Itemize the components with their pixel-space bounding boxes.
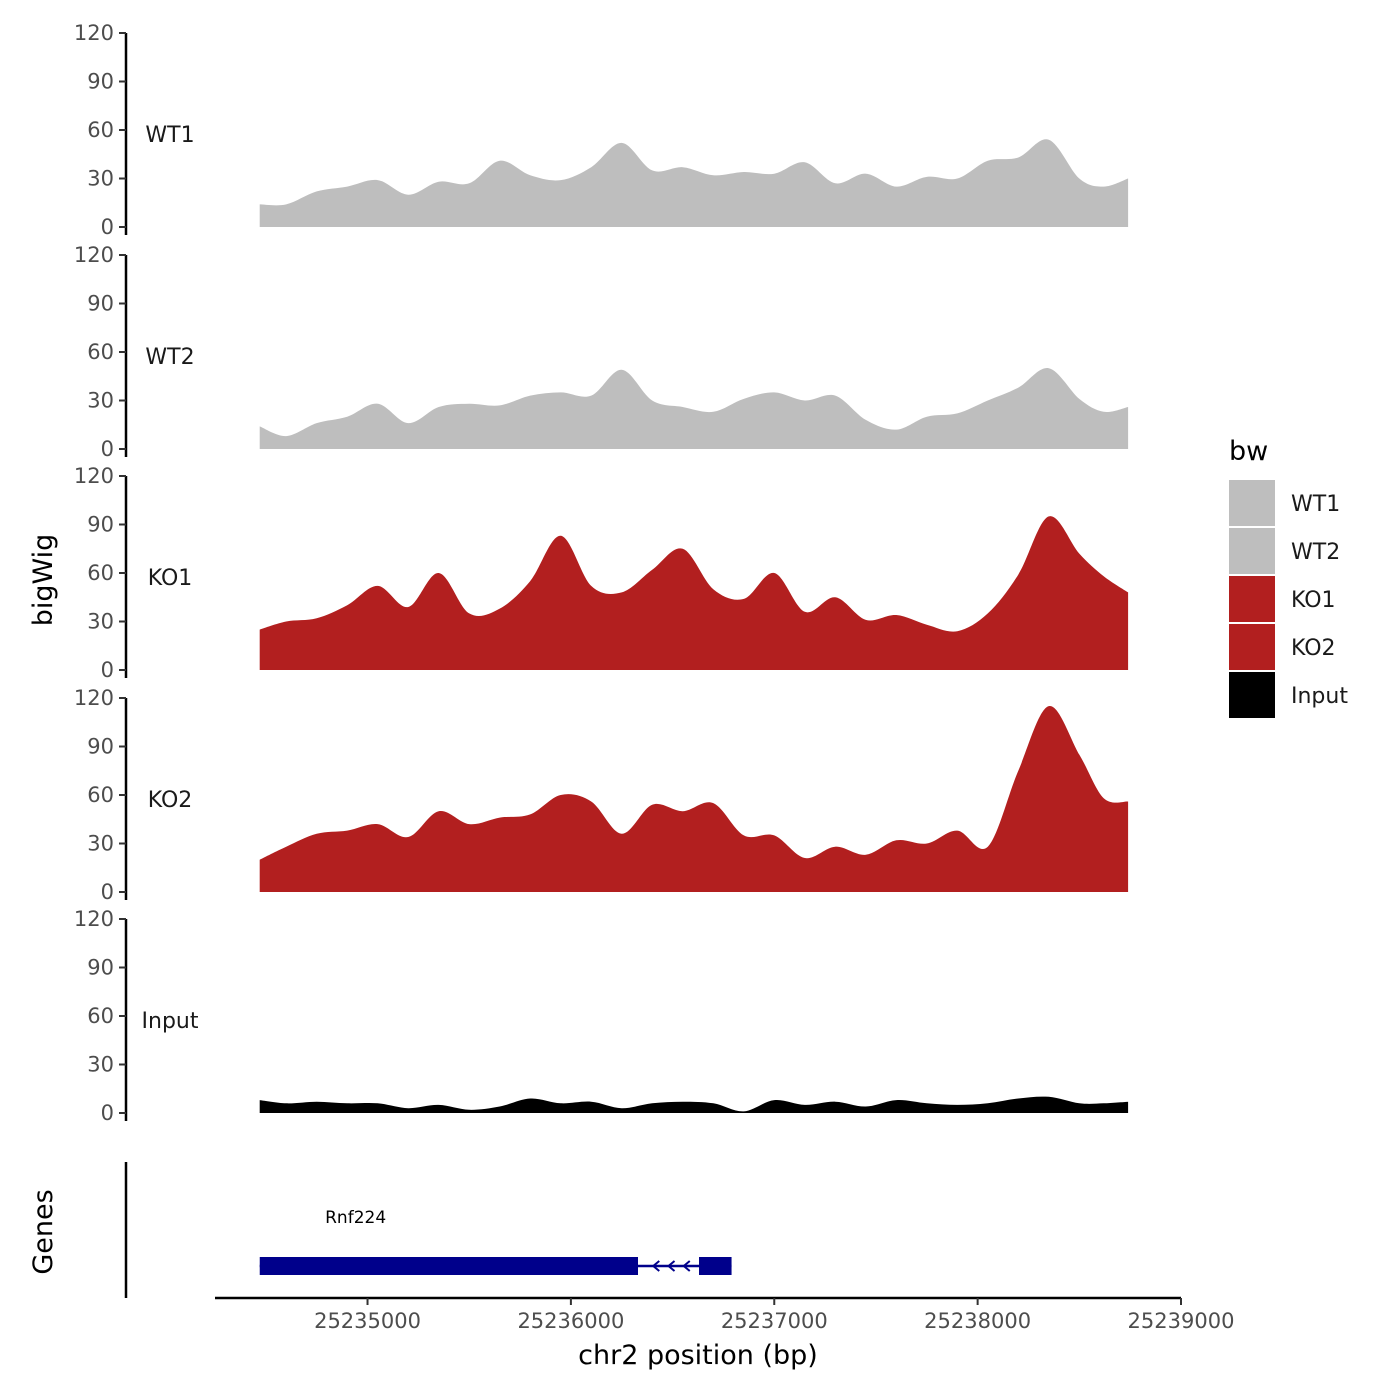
legend-label-ko2: KO2: [1291, 636, 1336, 661]
y-tick-label-wt2: 120: [74, 243, 114, 267]
x-tick-label: 25236000: [517, 1309, 624, 1333]
legend-title: bw: [1229, 436, 1268, 467]
strip-label-wt2: WT2: [145, 345, 194, 370]
strand-arrow-icon: [651, 1260, 660, 1272]
y-tick-label-wt1: 120: [74, 21, 114, 45]
y-tick-label-ko2: 30: [87, 832, 114, 856]
y-tick-label-ko1: 120: [74, 464, 114, 488]
y-tick-label-wt1: 90: [87, 70, 114, 94]
gene-rnf224: Rnf224: [259, 1208, 732, 1275]
y-tick-label-wt1: 30: [87, 167, 114, 191]
y-tick-label-wt1: 0: [101, 215, 114, 239]
strip-label-ko2: KO2: [148, 788, 193, 813]
y-tick-label-wt2: 90: [87, 292, 114, 316]
legend-label-input: Input: [1291, 684, 1348, 709]
legend-label-wt1: WT1: [1291, 492, 1340, 517]
strip-label-input: Input: [142, 1009, 199, 1034]
x-tick-label: 25237000: [721, 1309, 828, 1333]
legend-label-ko1: KO1: [1291, 588, 1336, 613]
strand-arrow-icon: [682, 1260, 691, 1272]
genes-track-title: Genes: [28, 1189, 59, 1274]
legend-swatch-wt2: [1229, 528, 1275, 574]
legend-swatch-ko1: [1229, 576, 1275, 622]
y-tick-label-ko2: 90: [87, 735, 114, 759]
panel-ko2: 0 30 60 90 120 KO2: [74, 686, 1129, 904]
y-tick-label-wt2: 30: [87, 389, 114, 413]
legend-label-wt2: WT2: [1291, 540, 1340, 565]
x-tick-label: 25239000: [1128, 1309, 1235, 1333]
gene-exon: [259, 1257, 639, 1275]
strip-label-wt1: WT1: [145, 123, 194, 148]
y-tick-label-ko1: 90: [87, 513, 114, 537]
gene-label: Rnf224: [325, 1208, 386, 1228]
panel-input: 0 30 60 90 120 Input: [74, 907, 1129, 1125]
x-tick-label: 25235000: [314, 1309, 421, 1333]
area-wt1: [259, 139, 1129, 227]
strand-arrow-icon: [666, 1260, 676, 1272]
strip-label-ko1: KO1: [148, 566, 193, 591]
y-tick-label-wt2: 60: [87, 340, 114, 364]
gene-track: Rnf224: [124, 1162, 732, 1298]
panel-wt2: 0 30 60 90 120 WT2: [74, 243, 1129, 461]
x-axis-title: chr2 position (bp): [578, 1340, 818, 1371]
y-tick-label-input: 120: [74, 907, 114, 931]
area-ko2: [259, 705, 1129, 892]
legend-swatch-ko2: [1229, 624, 1275, 670]
x-tick-label: 25238000: [924, 1309, 1031, 1333]
y-tick-label-ko2: 120: [74, 686, 114, 710]
y-tick-label-ko1: 60: [87, 561, 114, 585]
area-ko1: [259, 516, 1129, 670]
y-tick-label-ko1: 30: [87, 610, 114, 634]
y-tick-label-wt1: 60: [87, 118, 114, 142]
y-tick-label-ko2: 60: [87, 783, 114, 807]
y-tick-label-input: 0: [101, 1101, 114, 1125]
panel-ko1: 0 30 60 90 120 KO1: [74, 464, 1129, 682]
y-tick-label-ko2: 0: [101, 880, 114, 904]
gene-exon: [699, 1257, 732, 1275]
area-wt2: [259, 368, 1129, 449]
y-tick-label-input: 60: [87, 1004, 114, 1028]
legend-swatch-input: [1229, 672, 1275, 718]
legend: bw WT1 WT2 KO1 KO2 Input: [1229, 436, 1348, 718]
x-axis: 25235000 25236000 25237000 25238000 25239000: [215, 1296, 1235, 1333]
y-tick-label-wt2: 0: [101, 437, 114, 461]
y-tick-label-ko1: 0: [101, 658, 114, 682]
y-tick-label-input: 90: [87, 956, 114, 980]
area-input: [259, 1096, 1129, 1113]
panel-wt1: 0 30 60 90 120 WT1: [74, 21, 1129, 239]
y-tick-label-input: 30: [87, 1053, 114, 1077]
track-panels: 0306090120WT10306090120WT20306090120KO10…: [74, 21, 1129, 1125]
legend-swatch-wt1: [1229, 480, 1275, 526]
y-axis-title: bigWig: [28, 534, 59, 627]
